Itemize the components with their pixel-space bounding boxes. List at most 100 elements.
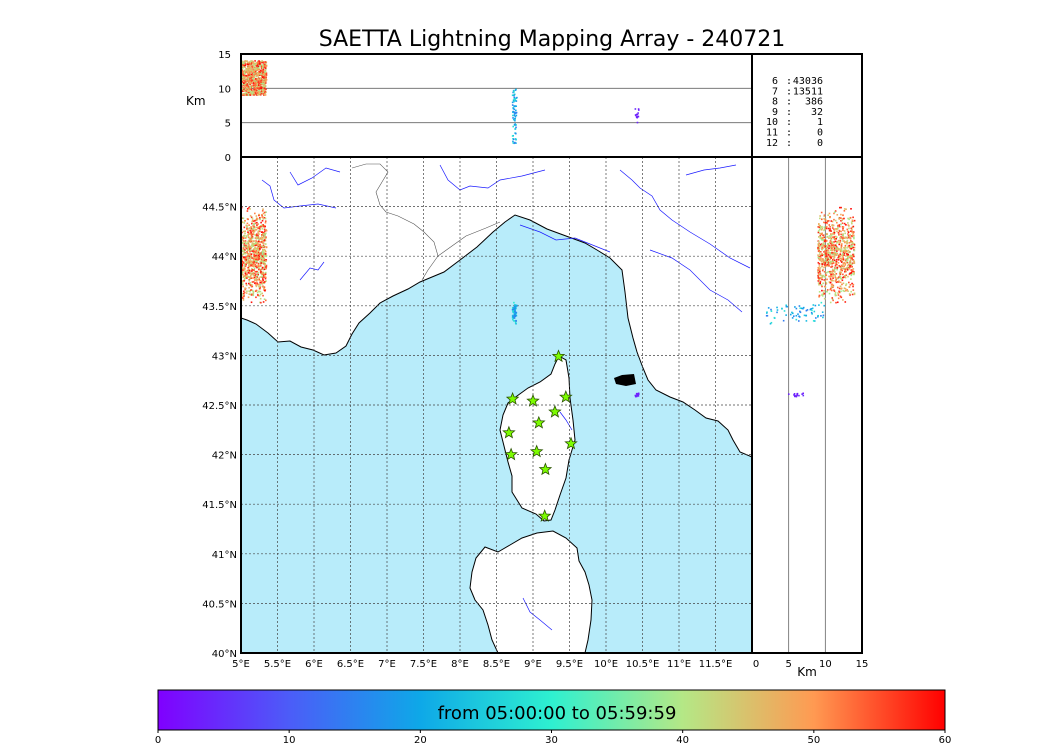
lightning-source-map [248, 279, 251, 282]
lightning-source-latitude [836, 252, 839, 255]
lightning-source-map [244, 265, 247, 268]
lightning-source-latitude [821, 269, 824, 272]
lightning-source-map [252, 262, 255, 264]
lightning-source-map [261, 292, 264, 295]
lightning-source-map [243, 250, 246, 253]
lightning-source-map [261, 235, 263, 237]
lightning-source-latitude [830, 273, 832, 276]
station-count-label: 9 [772, 107, 778, 118]
lightning-source-altitude [247, 71, 249, 73]
lightning-source-latitude [834, 240, 837, 243]
lightning-source-altitude [256, 66, 258, 68]
lightning-source-latitude [820, 284, 823, 286]
lightning-source-map [255, 244, 258, 246]
lightning-source-map [244, 256, 246, 259]
lightning-source-map [253, 259, 256, 261]
right-panel-sources [765, 206, 856, 398]
lightning-source-map [254, 260, 257, 263]
lightning-source-altitude [264, 66, 267, 68]
lightning-source-altitude [637, 112, 639, 114]
lightning-source-latitude [841, 254, 844, 257]
lightning-source-map [250, 264, 252, 267]
station-star-icon [502, 425, 516, 439]
lightning-source-map [258, 255, 261, 258]
lightning-source-latitude [839, 255, 842, 257]
lightning-source-map [248, 232, 250, 235]
lightning-source-latitude [841, 269, 843, 272]
lightning-source-latitude [825, 221, 828, 224]
lightning-source-altitude [258, 72, 260, 75]
lightning-source-map [635, 395, 638, 398]
map-sources [240, 206, 640, 398]
lightning-source-latitude [817, 266, 820, 269]
lightning-source-latitude [851, 245, 854, 247]
lightning-source-map [514, 321, 517, 324]
lightning-source-map [263, 259, 266, 262]
lightning-source-map [515, 304, 517, 307]
lightning-source-map [262, 259, 264, 262]
lightning-source-altitude [244, 78, 246, 80]
lightning-source-latitude [817, 315, 819, 318]
lightning-source-latitude [849, 260, 851, 263]
lightning-source-map [256, 283, 259, 286]
lightning-source-latitude [799, 311, 802, 314]
lightning-source-altitude [263, 81, 266, 84]
station-markers [502, 349, 578, 522]
lightning-source-map [257, 264, 260, 266]
lightning-source-altitude [261, 60, 264, 62]
lightning-source-altitude [512, 99, 515, 102]
lightning-source-map [263, 258, 266, 260]
lightning-source-map [262, 245, 264, 248]
lightning-source-latitude [832, 253, 834, 256]
lightning-source-map [242, 217, 245, 220]
lightning-source-map [242, 273, 244, 276]
lightning-source-map [263, 261, 265, 263]
lightning-source-latitude [818, 240, 820, 243]
lightning-source-latitude [766, 311, 768, 314]
lightning-source-latitude [828, 247, 830, 250]
lightning-source-map [244, 232, 246, 235]
lightning-source-map [258, 238, 260, 241]
lightning-source-latitude [805, 320, 808, 322]
lightning-source-altitude [253, 74, 255, 77]
lightning-source-latitude [827, 220, 830, 222]
lightning-source-map [243, 277, 246, 280]
lightning-source-latitude [797, 320, 800, 322]
lightning-source-latitude [834, 266, 837, 268]
lightning-source-map [248, 269, 251, 272]
lightning-source-map [246, 246, 248, 249]
lightning-source-latitude [819, 282, 821, 285]
lightning-source-map [245, 226, 248, 229]
lightning-source-latitude [832, 246, 834, 249]
lightning-source-altitude [252, 68, 255, 71]
lightning-source-latitude [834, 219, 837, 222]
lightning-source-map [263, 276, 265, 279]
lightning-source-latitude [817, 246, 819, 249]
lightning-source-latitude [846, 237, 848, 240]
lightning-source-map [241, 254, 243, 256]
lightning-source-altitude [255, 90, 258, 93]
lightning-source-altitude [249, 66, 251, 68]
lightning-source-latitude [826, 261, 829, 263]
lightning-source-altitude [241, 87, 244, 90]
lightning-source-map [262, 225, 265, 227]
lightning-source-latitude [839, 253, 842, 255]
colorbar-tick-label: 10 [283, 735, 296, 746]
lightning-source-altitude [255, 64, 257, 67]
lightning-source-map [263, 273, 266, 276]
lightning-source-latitude [846, 240, 848, 243]
lightning-source-map [261, 282, 263, 285]
lightning-source-altitude [245, 84, 248, 86]
station-count-value: 1 [817, 117, 823, 128]
lightning-source-map [261, 256, 263, 258]
lightning-source-latitude [835, 281, 838, 284]
lightning-source-map [246, 261, 248, 264]
lightning-source-altitude [261, 88, 264, 90]
lightning-source-altitude [246, 87, 249, 89]
lightning-source-map [259, 216, 261, 219]
lightning-source-map [253, 279, 256, 281]
lightning-source-latitude [791, 312, 794, 315]
lightning-source-latitude [853, 219, 856, 222]
lightning-source-latitude [842, 226, 844, 228]
lightning-source-latitude [829, 226, 831, 228]
